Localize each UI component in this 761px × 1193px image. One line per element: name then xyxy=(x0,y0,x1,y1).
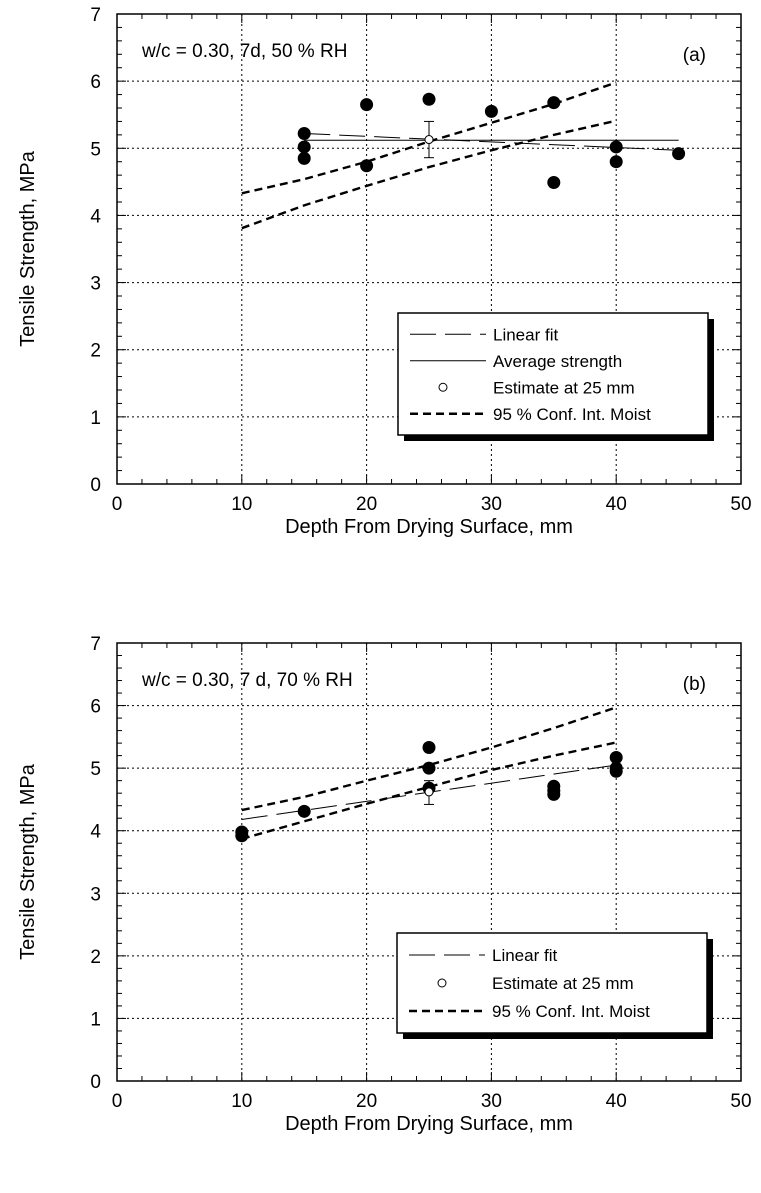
chart-annotation: w/c = 0.30, 7 d, 70 % RH xyxy=(141,670,353,691)
data-point xyxy=(360,159,374,173)
data-point xyxy=(422,92,436,106)
chart-panel-b: 0 10 20 30 40 50 0 1 2 3 4 5 6 7 Depth From Drying Su… xyxy=(17,634,752,1135)
linear-fit-line xyxy=(304,133,679,151)
ci-lower-line xyxy=(241,119,617,230)
legend-label: Linear fit xyxy=(493,325,558,344)
y-tick-label: 1 xyxy=(90,1009,101,1030)
legend-label: 95 % Conf. Int. Moist xyxy=(492,1002,650,1021)
data-point xyxy=(609,764,623,778)
y-tick-label: 2 xyxy=(90,947,101,968)
x-tick-label: 50 xyxy=(730,494,751,515)
y-tick-label: 3 xyxy=(90,274,101,295)
panel-label: (b) xyxy=(683,674,706,695)
y-tick-label: 7 xyxy=(90,634,101,655)
y-axis-label: Tensile Strength, MPa xyxy=(17,150,39,347)
x-tick-label: 10 xyxy=(231,1091,252,1112)
x-axis-label: Depth From Drying Surface, mm xyxy=(285,516,573,538)
data-point xyxy=(547,96,561,110)
data-point xyxy=(609,140,623,154)
chart-panel-a: 0 10 20 30 40 50 0 1 2 3 4 5 6 7 Depth From Drying Su… xyxy=(17,5,752,538)
x-tick-label: 20 xyxy=(356,1091,377,1112)
chart-annotation: w/c = 0.30, 7d, 50 % RH xyxy=(141,41,347,62)
legend-marker xyxy=(438,382,448,392)
y-tick-label: 6 xyxy=(90,72,101,93)
data-point xyxy=(484,104,498,118)
x-tick-label: 0 xyxy=(112,1091,123,1112)
y-tick-label: 0 xyxy=(90,1072,101,1093)
data-point xyxy=(672,147,686,161)
y-axis-label: Tensile Strength, MPa xyxy=(17,763,39,960)
x-tick-label: 0 xyxy=(112,494,123,515)
legend-box xyxy=(396,932,708,1034)
y-tick-label: 6 xyxy=(90,697,101,718)
data-point xyxy=(609,155,623,169)
x-tick-label: 20 xyxy=(356,494,377,515)
legend-label: Estimate at 25 mm xyxy=(493,378,635,397)
y-tick-label: 4 xyxy=(90,206,101,227)
panel-label: (a) xyxy=(683,45,706,66)
data-point xyxy=(422,761,436,775)
legend: Linear fit Average strength Estimate at 25… xyxy=(397,312,714,441)
data-point xyxy=(235,829,249,843)
data-point xyxy=(297,804,311,818)
y-tick-label: 2 xyxy=(90,341,101,362)
y-tick-label: 0 xyxy=(90,475,101,496)
y-tick-label: 7 xyxy=(90,5,101,26)
y-tick-label: 5 xyxy=(90,759,101,780)
legend: Linear fit Estimate at 25 mm 95 % Conf. In… xyxy=(396,932,713,1039)
x-tick-label: 50 xyxy=(730,1091,751,1112)
legend-label: Average strength xyxy=(493,352,622,371)
legend-label: Linear fit xyxy=(492,946,557,965)
plot-frame xyxy=(116,642,742,1082)
y-tick-label: 4 xyxy=(90,822,101,843)
x-tick-label: 40 xyxy=(606,494,627,515)
data-point xyxy=(609,751,623,765)
legend-marker xyxy=(437,978,447,988)
data-point xyxy=(547,176,561,190)
y-tick-label: 1 xyxy=(90,408,101,429)
data-point xyxy=(297,151,311,165)
data-point xyxy=(297,140,311,154)
x-tick-label: 40 xyxy=(606,1091,627,1112)
x-tick-label: 10 xyxy=(231,494,252,515)
estimate-point xyxy=(424,787,434,797)
estimate-point xyxy=(424,135,434,145)
legend-label: 95 % Conf. Int. Moist xyxy=(493,405,651,424)
data-point xyxy=(547,787,561,801)
plot-frame xyxy=(116,13,742,485)
x-tick-label: 30 xyxy=(481,494,502,515)
x-tick-label: 30 xyxy=(481,1091,502,1112)
data-point xyxy=(360,98,374,112)
data-point xyxy=(422,740,436,754)
data-point xyxy=(297,127,311,141)
y-tick-label: 5 xyxy=(90,139,101,160)
y-tick-label: 3 xyxy=(90,884,101,905)
x-axis-label: Depth From Drying Surface, mm xyxy=(285,1113,573,1135)
legend-label: Estimate at 25 mm xyxy=(492,974,634,993)
